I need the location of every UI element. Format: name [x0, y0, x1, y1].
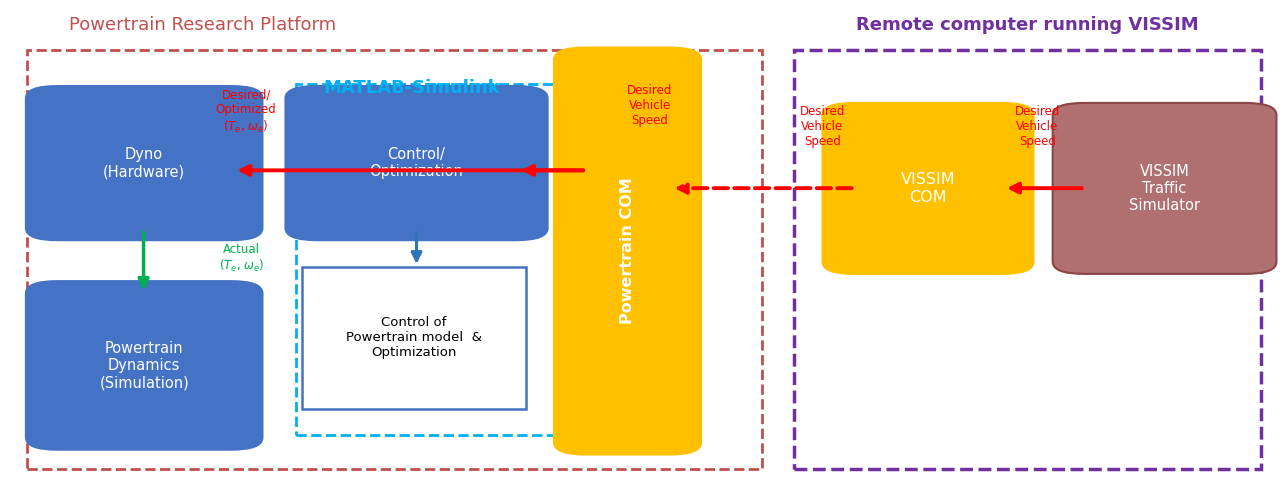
Text: VISSIM
COM: VISSIM COM	[901, 172, 955, 205]
Text: Control/
Optimization: Control/ Optimization	[369, 147, 463, 179]
Text: VISSIM
Traffic
Simulator: VISSIM Traffic Simulator	[1129, 164, 1199, 213]
Text: Powertrain COM: Powertrain COM	[620, 178, 634, 324]
Text: Desired/
Optimized
($T_e$, $ω_e$): Desired/ Optimized ($T_e$, $ω_e$)	[216, 89, 277, 135]
Text: Control of
Powertrain model  &
Optimization: Control of Powertrain model & Optimizati…	[346, 316, 481, 359]
FancyBboxPatch shape	[286, 86, 547, 240]
Text: Remote computer running VISSIM: Remote computer running VISSIM	[856, 16, 1198, 34]
FancyBboxPatch shape	[26, 281, 263, 450]
Text: MATLAB-Simulink: MATLAB-Simulink	[323, 79, 499, 97]
FancyBboxPatch shape	[822, 103, 1033, 274]
Text: Powertrain
Dynamics
(Simulation): Powertrain Dynamics (Simulation)	[99, 341, 189, 391]
FancyBboxPatch shape	[1053, 103, 1277, 274]
FancyBboxPatch shape	[553, 48, 701, 455]
Text: Powertrain Research Platform: Powertrain Research Platform	[68, 16, 336, 34]
Text: Desired
Vehicle
Speed: Desired Vehicle Speed	[1014, 105, 1060, 148]
Text: Desired
Vehicle
Speed: Desired Vehicle Speed	[627, 84, 673, 126]
Text: Desired
Vehicle
Speed: Desired Vehicle Speed	[799, 105, 846, 148]
Text: Actual
($T_e$, $ω_e$): Actual ($T_e$, $ω_e$)	[219, 243, 265, 274]
FancyBboxPatch shape	[302, 267, 526, 409]
FancyBboxPatch shape	[26, 86, 263, 240]
Text: Dyno
(Hardware): Dyno (Hardware)	[103, 147, 185, 179]
